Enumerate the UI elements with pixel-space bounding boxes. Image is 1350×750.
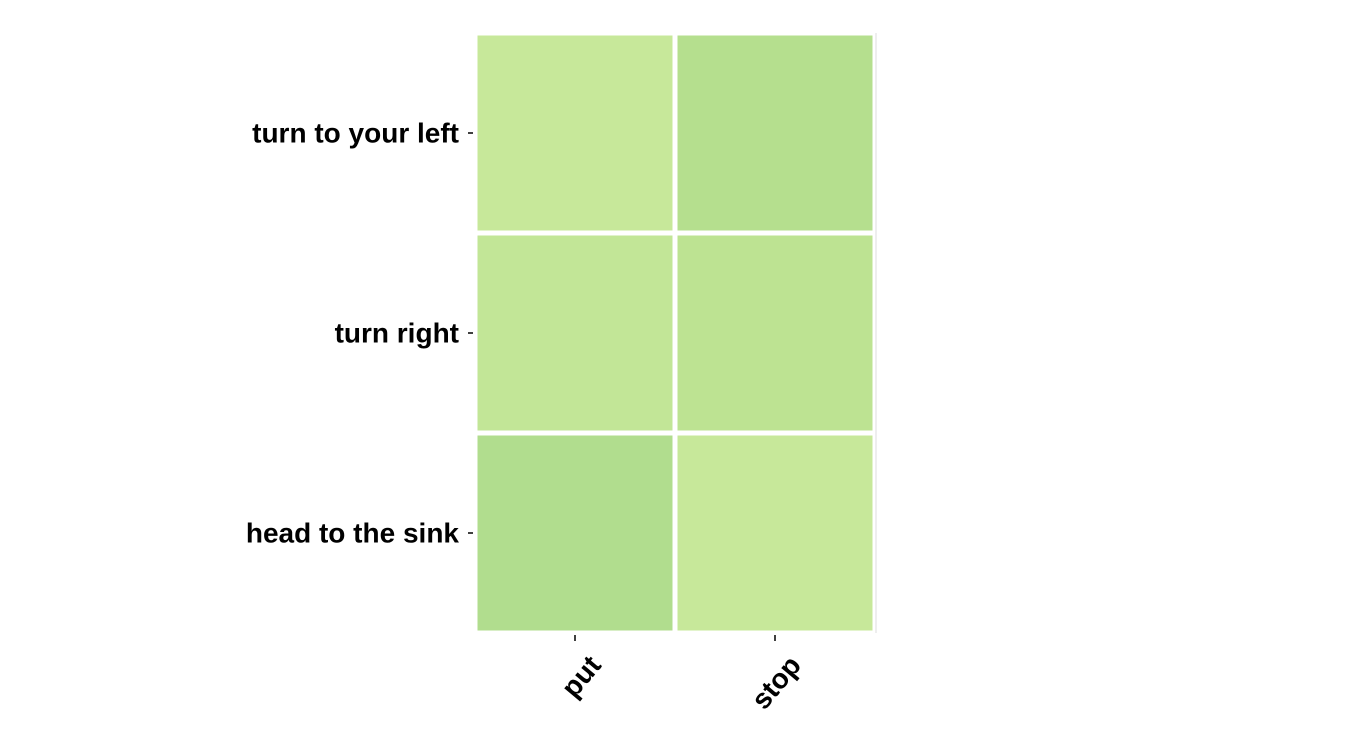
heatmap-cell-r2-c1 — [677, 435, 873, 631]
heatmap-cell-r2-c0 — [477, 435, 673, 631]
y-tick-label-0: turn to your left — [252, 118, 459, 149]
heatmap-cell-r1-c1 — [677, 235, 873, 431]
heatmap-cell-r0-c0 — [477, 35, 673, 231]
y-tick-label-1: turn right — [335, 318, 459, 349]
heatmap-cells — [477, 35, 873, 631]
heatmap-cell-r1-c0 — [477, 235, 673, 431]
x-tick-label-1: stop — [745, 650, 807, 715]
x-axis: put stop — [555, 635, 807, 715]
heatmap-cell-r0-c1 — [677, 35, 873, 231]
x-tick-label-0: put — [555, 650, 607, 703]
y-tick-label-2: head to the sink — [246, 518, 460, 549]
y-axis: turn to your left turn right head to the s… — [246, 33, 877, 633]
